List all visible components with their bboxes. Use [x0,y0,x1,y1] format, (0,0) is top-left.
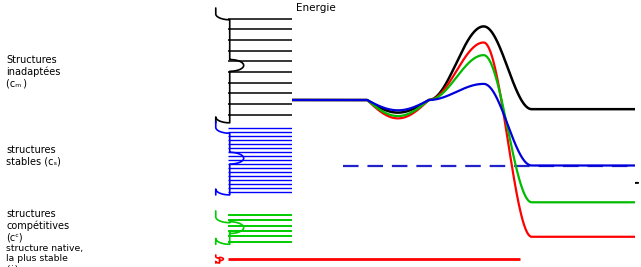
Text: structures
stables (cₛ): structures stables (cₛ) [6,146,62,167]
Text: Energie: Energie [296,3,335,13]
Text: structure native,
la plus stable
(ċ): structure native, la plus stable (ċ) [6,244,83,267]
Text: structures
compétitives
(cᶜ): structures compétitives (cᶜ) [6,209,69,242]
Text: "gap": "gap" [394,245,421,256]
Text: Structures
inadaptées
(cₘ ): Structures inadaptées (cₘ ) [6,55,61,89]
